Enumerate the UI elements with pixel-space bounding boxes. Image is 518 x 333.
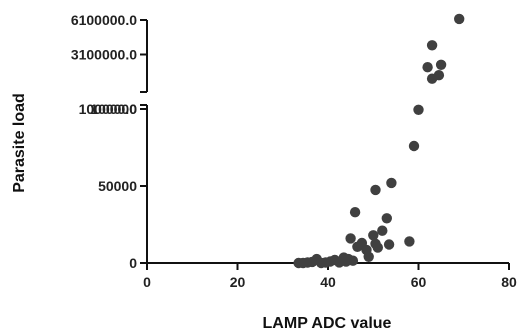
y-tick-label: 0 [129,255,137,271]
data-point [363,251,374,262]
x-tick-label: 20 [230,274,246,290]
data-point [370,184,381,196]
y-tick-label: 50000 [98,178,137,194]
data-point [404,236,415,247]
data-point [372,242,383,253]
x-tick-label: 80 [501,274,517,290]
points-layer [293,13,465,269]
data-point [386,177,397,189]
y-tick-label: 100000 [90,101,137,117]
data-point [435,59,447,70]
data-point [422,61,433,73]
data-point [347,255,359,266]
data-point [345,233,356,244]
x-tick-label: 60 [411,274,427,290]
data-point [381,213,392,224]
y-tick-label: 3100000.0 [71,47,137,63]
data-point [349,207,361,218]
data-point [454,13,465,25]
data-point [408,140,420,152]
data-point [426,40,438,51]
x-tick-label: 0 [143,274,151,290]
data-point [433,70,445,81]
data-point [377,225,388,236]
data-point [368,230,379,241]
y-tick-label: 6100000.0 [71,12,137,28]
x-axis-title: LAMP ADC value [263,315,392,332]
y-tick-label: 100000.0 [79,101,138,117]
data-point [383,239,395,250]
data-point [413,104,424,116]
x-tick-label: 40 [320,274,336,290]
y-axis-title: Parasite load [11,93,28,193]
